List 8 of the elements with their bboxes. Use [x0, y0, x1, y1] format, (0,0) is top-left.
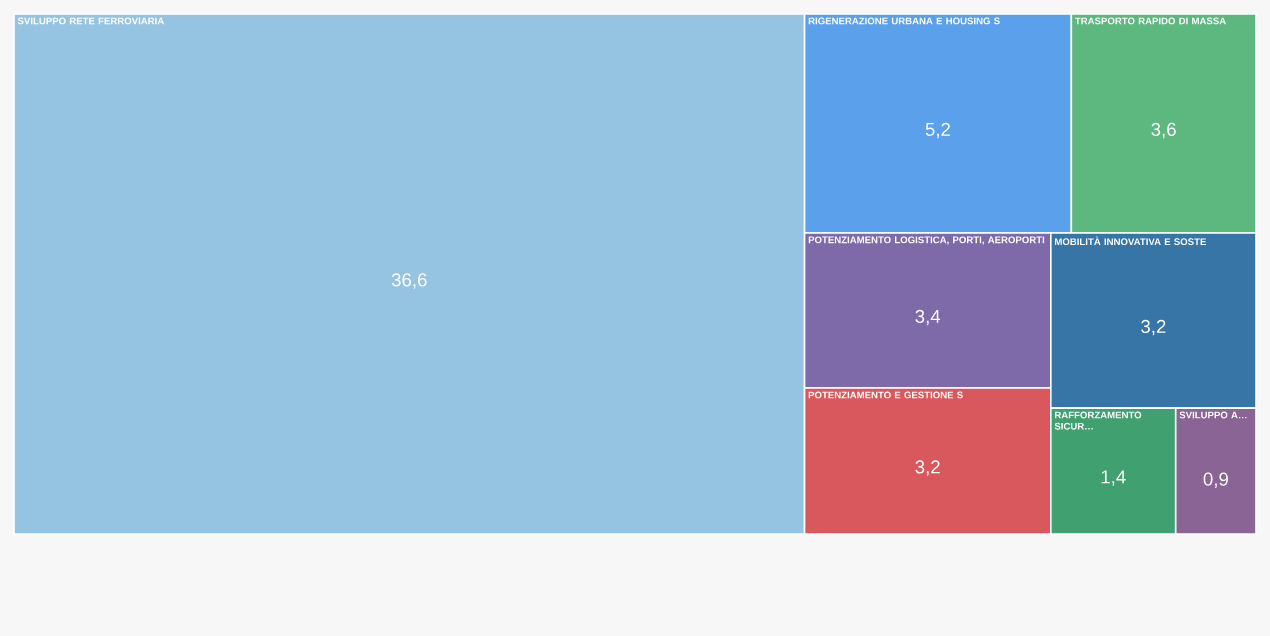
- data-label: 3,2: [1141, 319, 1166, 336]
- data-label: 5,2: [925, 122, 950, 139]
- data-label: 1,4: [1101, 470, 1126, 486]
- data-label: 0,9: [1203, 472, 1228, 488]
- data-label: 3,6: [1151, 122, 1176, 139]
- data-label: 36,6: [391, 273, 427, 289]
- data-label: 3,4: [915, 309, 941, 326]
- data-label: 3,2: [915, 460, 940, 476]
